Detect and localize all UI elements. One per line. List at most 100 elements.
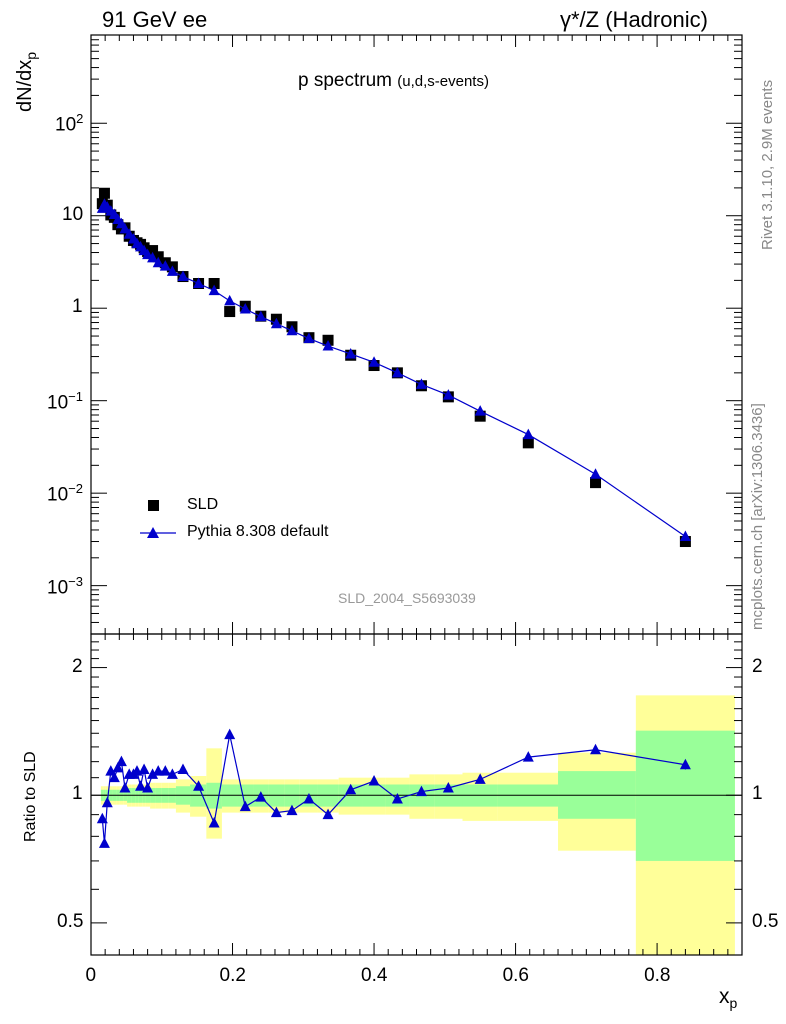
y-tick-label: 10−3: [47, 574, 83, 599]
ratio-point: [303, 792, 315, 804]
ratio-point: [224, 728, 236, 740]
x-axis-label-sub: p: [729, 995, 738, 1012]
ratio-point: [345, 783, 357, 795]
ratio-point: [142, 782, 154, 793]
top-y-axis-label: dN/dxp: [14, 52, 39, 112]
ratio-point: [474, 773, 486, 784]
uncertainty-bands: [91, 695, 742, 955]
pythia-point: [286, 324, 298, 336]
pythia-point: [159, 260, 171, 271]
pythia-point: [208, 284, 220, 296]
legend-marker-square: [148, 500, 159, 511]
legend: SLD Pythia 8.308 default: [140, 493, 400, 553]
pythia-point: [474, 405, 486, 416]
y-tick-label-exp: −2: [68, 481, 83, 497]
ratio-point: [98, 837, 110, 848]
ratio-point: [166, 768, 178, 779]
pythia-point: [368, 356, 380, 367]
x-tick-label: 0.6: [502, 965, 529, 986]
top-y-axis-label-sub: p: [23, 51, 39, 60]
sld-point: [208, 277, 220, 289]
y-tick-label: 102: [55, 111, 83, 136]
header-right-label: γ*/Z (Hadronic): [560, 7, 708, 32]
ratio-point: [415, 785, 427, 797]
y-tick-label-exp: −3: [68, 573, 83, 589]
pythia-point: [224, 294, 236, 306]
sld-point: [152, 251, 164, 263]
pythia-point: [270, 317, 282, 329]
mcplots-label: mcplots.cern.ch [arXiv:1306.3436]: [749, 403, 766, 630]
ratio-point: [147, 768, 159, 779]
ratio-point: [255, 791, 267, 802]
ratio-point: [138, 763, 150, 774]
legend-marker-triangle: [140, 527, 176, 538]
pythia-point: [522, 428, 534, 440]
ratio-y-tick-label-left: 0.5: [57, 910, 84, 932]
ratio-point: [177, 763, 189, 774]
y-tick-label-base: 10: [47, 576, 69, 598]
y-tick-label: 10: [62, 204, 83, 226]
pythia-point: [303, 332, 315, 344]
x-axis-label: xp: [719, 985, 737, 1011]
sld-point: [147, 245, 159, 257]
y-tick-label: 1: [72, 296, 83, 318]
rivet-info-label: Rivet 3.1.10, 2.9M events: [759, 79, 776, 250]
ratio-point: [590, 743, 602, 755]
pythia-point: [679, 530, 691, 541]
band-inner: [635, 730, 735, 861]
ratio-point: [193, 780, 205, 791]
sld-point: [522, 437, 534, 449]
x-tick-label: 0.2: [219, 965, 246, 986]
ratio-point: [322, 808, 334, 820]
pythia-point: [391, 366, 403, 378]
x-axis-label-text: x: [719, 985, 730, 1008]
ratio-point: [108, 771, 120, 783]
pythia-point: [442, 389, 454, 400]
ratio-point: [159, 765, 171, 776]
y-tick-label-exp: 2: [76, 111, 84, 127]
x-tick-label: 0.8: [644, 965, 671, 986]
legend-entry-sld: SLD: [140, 493, 400, 519]
chart-title-sub: (u,d,s-events): [397, 73, 489, 90]
ratio-point: [522, 751, 534, 762]
ratio-y-tick-label-right: 1: [752, 783, 763, 805]
pythia-point: [239, 303, 251, 314]
ratio-point: [119, 782, 131, 793]
legend-label-pythia: Pythia 8.308 default: [187, 523, 329, 540]
axis-ticks: [90, 34, 743, 955]
pythia-point: [177, 270, 189, 282]
ratio-y-tick-label-right: 0.5: [752, 910, 779, 932]
pythia-point: [119, 222, 131, 234]
ratio-point: [368, 775, 380, 786]
sld-point: [98, 187, 110, 199]
y-tick-label-base: 10: [47, 392, 69, 413]
ratio-point: [286, 804, 298, 816]
pythia-point: [152, 256, 164, 268]
pythia-point: [193, 277, 205, 288]
y-tick-label-base: 1: [72, 296, 83, 318]
chart-title: p spectrum (u,d,s-events): [298, 70, 489, 92]
pythia-point: [147, 251, 159, 263]
ratio-point: [112, 761, 124, 773]
pythia-point: [415, 378, 427, 389]
pythia-point: [255, 310, 267, 322]
ratio-point: [152, 765, 164, 776]
y-tick-label-exp: −1: [68, 388, 83, 404]
ratio-y-tick-label-left: 2: [72, 655, 83, 677]
x-tick-label: 0: [85, 965, 97, 986]
y-tick-label-base: 10: [62, 203, 84, 225]
ratio-point: [105, 765, 117, 776]
sld-point: [224, 306, 236, 318]
y-tick-label: 10−2: [47, 481, 83, 506]
ratio-y-tick-label-right: 2: [752, 655, 763, 677]
ratio-point: [115, 755, 127, 767]
ratio-point: [442, 782, 454, 793]
sld-point: [679, 536, 691, 548]
data-marks: [96, 187, 691, 848]
pythia-point: [166, 265, 178, 276]
pythia-point: [590, 468, 602, 479]
legend-entry-pythia: Pythia 8.308 default: [140, 520, 400, 546]
y-tick-label: 10−1: [47, 389, 83, 414]
pythia-point: [322, 340, 334, 351]
top-y-axis-label-text: dN/dx: [14, 59, 36, 112]
